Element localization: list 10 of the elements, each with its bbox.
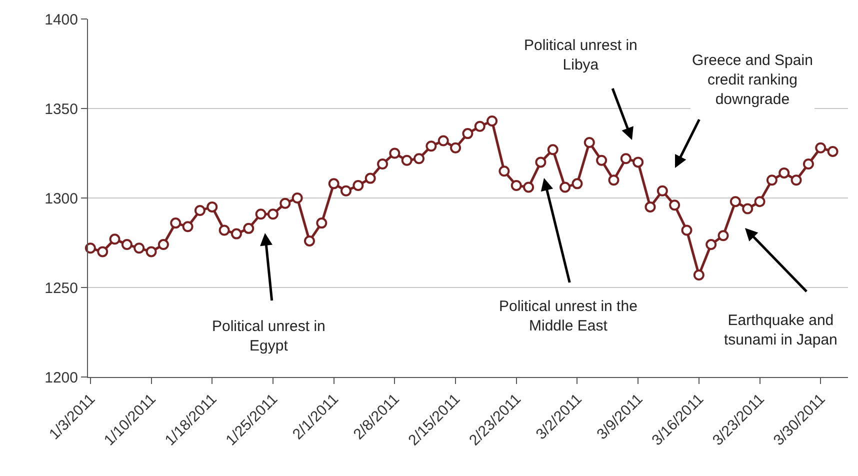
y-tick-label: 1300 xyxy=(44,190,78,208)
y-tick-label: 1200 xyxy=(44,369,78,386)
annotation: Earthquake and tsunami in Japan xyxy=(724,312,838,348)
y-tick-label: 1350 xyxy=(44,100,78,118)
annotation: Political unrest in Egypt xyxy=(212,318,326,354)
annotation: Political unrest in Libya xyxy=(524,37,638,74)
annotation: Greece and Spain credit ranking downgrade xyxy=(692,52,813,108)
annotation: Political unrest in the Middle East xyxy=(499,298,638,334)
y-tick-label: 1400 xyxy=(44,11,78,28)
y-tick-label: 1250 xyxy=(44,280,78,297)
